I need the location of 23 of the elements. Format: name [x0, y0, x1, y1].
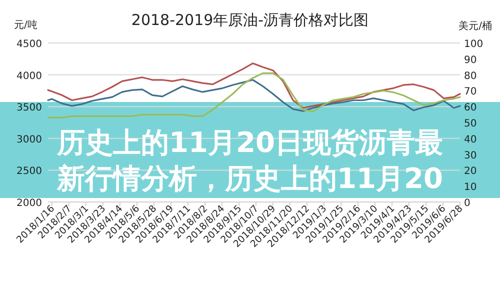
y2-tick-label: 40 [464, 134, 477, 146]
chart-title: 2018-2019年原油-沥青价格对比图 [131, 11, 369, 29]
line-series [47, 72, 461, 119]
y2-tick-label: 100 [464, 39, 484, 50]
y2-tick-label: 90 [464, 54, 477, 66]
line-series [47, 79, 461, 112]
y2-tick-label: 20 [464, 166, 477, 178]
y-tick-label: 4500 [16, 39, 42, 50]
y-axis-title: 元/吨 [14, 19, 38, 31]
y2-tick-label: 70 [464, 86, 477, 98]
y2-tick-label: 0 [464, 198, 470, 209]
y2-axis-title: 美元/桶 [458, 20, 492, 32]
y2-tick-label: 30 [464, 150, 477, 162]
line-series [47, 62, 461, 109]
y2-tick-label: 50 [464, 118, 477, 130]
y-tick-label: 2000 [16, 198, 42, 209]
y-tick-label: 4000 [16, 70, 42, 82]
y2-tick-label: 10 [464, 182, 477, 194]
y-tick-label: 3500 [16, 102, 42, 114]
y-tick-label: 3000 [16, 134, 42, 146]
y2-tick-label: 80 [464, 70, 477, 82]
y2-tick-label: 60 [464, 102, 477, 114]
y-tick-label: 2500 [16, 166, 42, 178]
